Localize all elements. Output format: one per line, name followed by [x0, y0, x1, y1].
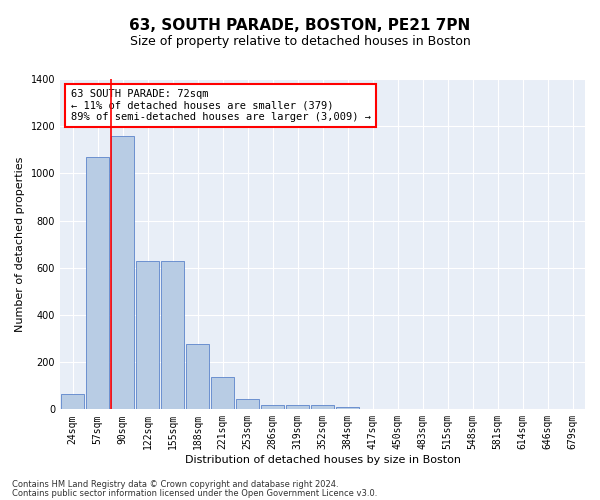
Bar: [211, 378, 234, 410]
Text: 63, SOUTH PARADE, BOSTON, PE21 7PN: 63, SOUTH PARADE, BOSTON, PE21 7PN: [130, 18, 470, 32]
Bar: [111, 136, 134, 409]
Text: 63 SOUTH PARADE: 72sqm
← 11% of detached houses are smaller (379)
89% of semi-de: 63 SOUTH PARADE: 72sqm ← 11% of detached…: [71, 89, 371, 122]
Y-axis label: Number of detached properties: Number of detached properties: [15, 156, 25, 332]
Bar: [311, 404, 334, 409]
Bar: [286, 404, 309, 409]
Bar: [261, 404, 284, 409]
Bar: [136, 260, 159, 410]
Text: Contains HM Land Registry data © Crown copyright and database right 2024.: Contains HM Land Registry data © Crown c…: [12, 480, 338, 489]
Bar: [236, 398, 259, 409]
X-axis label: Distribution of detached houses by size in Boston: Distribution of detached houses by size …: [185, 455, 461, 465]
Bar: [61, 394, 84, 409]
Bar: [86, 157, 109, 409]
Bar: [336, 407, 359, 410]
Text: Size of property relative to detached houses in Boston: Size of property relative to detached ho…: [130, 35, 470, 48]
Bar: [161, 260, 184, 410]
Text: Contains public sector information licensed under the Open Government Licence v3: Contains public sector information licen…: [12, 488, 377, 498]
Bar: [186, 344, 209, 410]
